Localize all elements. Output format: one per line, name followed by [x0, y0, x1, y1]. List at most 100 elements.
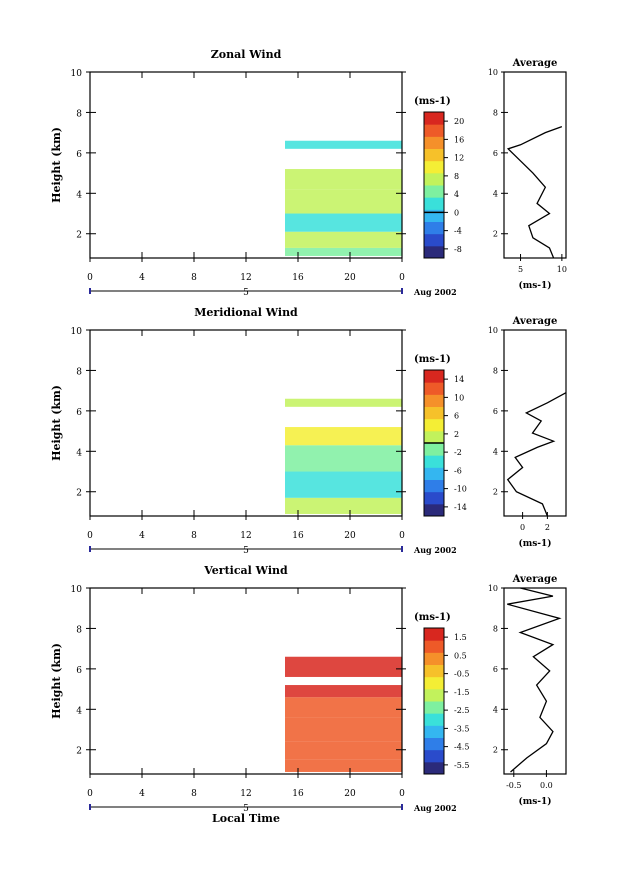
colorbar-segment	[424, 761, 444, 775]
heatmap-cell	[285, 497, 402, 514]
colorbar-segment	[424, 640, 444, 653]
average-x-tick-label: -0.5	[506, 781, 521, 790]
colorbar-segment	[424, 455, 444, 468]
heatmap-cell	[285, 213, 402, 232]
colorbar-tick-label: -0.5	[454, 670, 469, 679]
x-tick-label: 20	[344, 273, 356, 283]
colorbar-unit: (ms-1)	[414, 354, 451, 365]
average-unit: (ms-1)	[518, 538, 551, 549]
average-frame	[503, 587, 567, 775]
colorbar-tick-label: -10	[454, 485, 467, 494]
heatmap-cell	[285, 759, 402, 772]
day-label: 5	[243, 288, 249, 298]
y-axis-label: Height (km)	[50, 643, 63, 719]
x-tick-label: 0	[399, 531, 405, 541]
colorbar-tick-label: 12	[454, 154, 464, 163]
average-y-tick-label: 2	[493, 746, 498, 755]
colorbar-segment	[424, 233, 444, 247]
heatmap-cell	[285, 247, 402, 256]
colorbar-frame	[423, 627, 445, 775]
average-y-tick-label: 8	[493, 366, 498, 375]
colorbar-tick-label: -4.5	[454, 743, 469, 752]
colorbar-tick-label: -14	[454, 503, 467, 512]
average-title: Average	[512, 316, 558, 327]
heatmap-cell	[285, 169, 402, 190]
y-tick-label: 2	[76, 489, 82, 499]
average-unit: (ms-1)	[518, 280, 551, 291]
average-x-tick-label: 10	[557, 265, 567, 274]
colorbar-segment	[424, 185, 444, 198]
heatmap-cell	[285, 656, 402, 677]
colorbar-segment	[424, 406, 444, 420]
average-frame	[503, 329, 567, 517]
colorbar-segment	[424, 209, 444, 222]
x-tick-label: 4	[139, 789, 145, 799]
heatmap-cell	[285, 741, 402, 760]
y-tick-label: 6	[76, 408, 82, 418]
average-title: Average	[512, 58, 558, 69]
heatmap-cell	[285, 697, 402, 718]
colorbar-tick-label: 8	[454, 172, 459, 181]
heatmap-cell	[285, 685, 402, 698]
colorbar-unit: (ms-1)	[414, 612, 451, 623]
colorbar-segment	[424, 136, 444, 149]
colorbar-segment	[424, 701, 444, 714]
y-tick-label: 10	[71, 69, 83, 79]
y-tick-label: 4	[76, 706, 82, 716]
colorbar-tick-label: -2.5	[454, 706, 469, 715]
average-x-tick-label: 0	[520, 523, 525, 532]
colorbar-segment	[424, 652, 444, 665]
average-y-tick-label: 4	[493, 447, 498, 456]
x-tick-label: 8	[191, 273, 197, 283]
colorbar-segment	[424, 725, 444, 738]
colorbar-tick-label: -4	[454, 227, 462, 236]
colorbar-segment	[424, 737, 444, 751]
heatmap-cell	[285, 717, 402, 742]
day-label: 5	[243, 804, 249, 814]
average-x-tick-label: 0.0	[540, 781, 553, 790]
x-tick-label: 0	[399, 789, 405, 799]
colorbar-tick-label: 14	[454, 375, 464, 384]
x-tick-label: 4	[139, 273, 145, 283]
panel-title: Meridional Wind	[194, 306, 298, 319]
y-tick-label: 6	[76, 666, 82, 676]
average-profile-line	[506, 392, 567, 517]
colorbar-segment	[424, 418, 444, 432]
average-y-tick-label: 4	[493, 705, 498, 714]
average-y-tick-label: 6	[493, 149, 498, 158]
colorbar-segment	[424, 382, 444, 395]
x-axis-label: Local Time	[212, 812, 280, 825]
average-y-tick-label: 10	[488, 584, 498, 593]
average-y-tick-label: 6	[493, 407, 498, 416]
colorbar-segment	[424, 443, 444, 456]
colorbar-tick-label: 16	[454, 135, 464, 144]
average-x-tick-label: 5	[518, 265, 523, 274]
heatmap-cell	[285, 140, 402, 149]
colorbar-tick-label: 0	[454, 208, 459, 217]
colorbar-segment	[424, 628, 444, 641]
panel-title: Zonal Wind	[211, 48, 282, 61]
average-x-tick-label: 2	[545, 523, 550, 532]
y-tick-label: 4	[76, 448, 82, 458]
average-unit: (ms-1)	[518, 796, 551, 807]
colorbar-tick-label: -6	[454, 466, 462, 475]
y-tick-label: 8	[76, 367, 82, 377]
y-tick-label: 10	[71, 585, 83, 595]
colorbar-segment	[424, 370, 444, 383]
colorbar-tick-label: -2	[454, 448, 462, 457]
colorbar-frame	[423, 111, 445, 259]
y-tick-label: 2	[76, 231, 82, 241]
heatmap-cell	[285, 471, 402, 498]
panel-title: Vertical Wind	[203, 564, 288, 577]
colorbar-segment	[424, 713, 444, 726]
y-tick-label: 8	[76, 109, 82, 119]
colorbar-tick-label: -3.5	[454, 724, 469, 733]
colorbar-segment	[424, 197, 444, 210]
colorbar-segment	[424, 749, 444, 763]
colorbar-tick-label: 0.5	[454, 651, 467, 660]
x-tick-label: 16	[292, 789, 304, 799]
colorbar-segment	[424, 172, 444, 186]
